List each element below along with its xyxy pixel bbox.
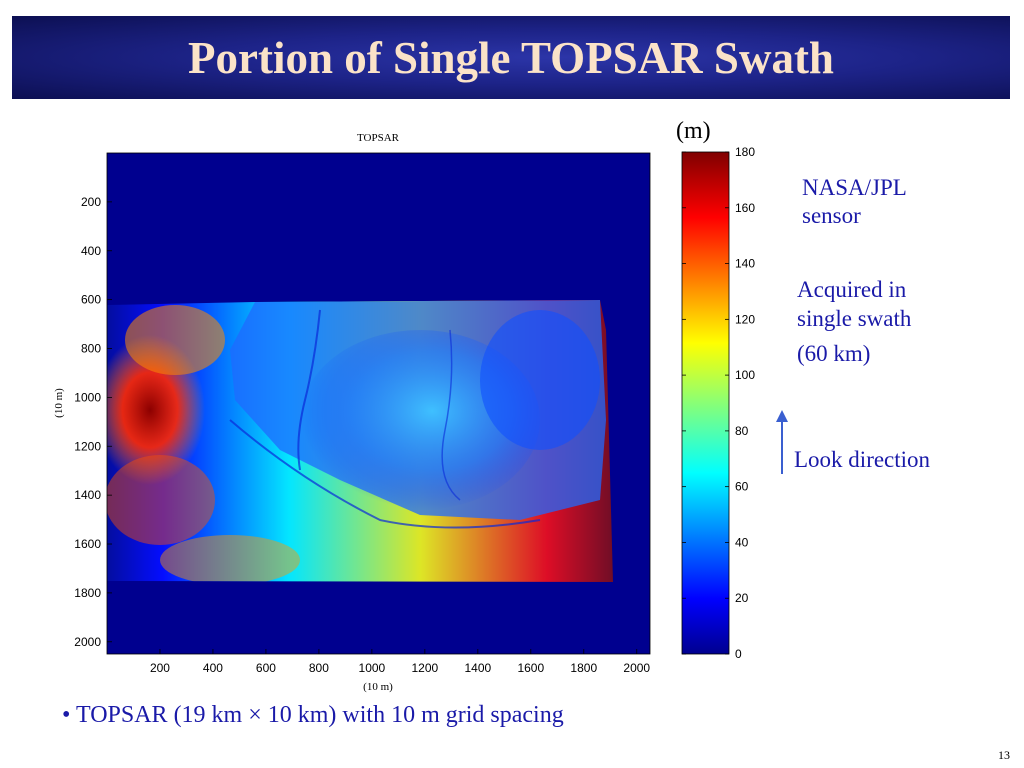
y-tick-label: 600 — [81, 293, 101, 307]
y-axis-label: (10 m) — [53, 388, 65, 418]
chart-title: TOPSAR — [357, 132, 400, 144]
y-tick-label: 1200 — [74, 439, 101, 453]
plot-frame — [106, 152, 651, 655]
colorbar-tick-label: 120 — [735, 312, 755, 326]
colorbar — [681, 151, 730, 655]
note-single-swath: single swath — [797, 306, 912, 331]
x-tick-label: 600 — [256, 661, 276, 675]
y-tick-label: 1600 — [74, 537, 101, 551]
x-tick-label: 1400 — [464, 661, 491, 675]
title-bar: Portion of Single TOPSAR Swath — [12, 16, 1010, 99]
x-tick-label: 1800 — [570, 661, 597, 675]
slide-title: Portion of Single TOPSAR Swath — [188, 32, 834, 83]
colorbar-tick-label: 0 — [735, 647, 742, 661]
y-tick-label: 1000 — [74, 390, 101, 404]
colorbar-tick-label: 80 — [735, 424, 749, 438]
colorbar-tick-label: 60 — [735, 480, 749, 494]
x-tick-label: 1200 — [412, 661, 439, 675]
y-axis: 200 400 600 800 1000 1200 1400 1600 1800 2000 — [74, 195, 112, 649]
y-tick-label: 1400 — [74, 488, 101, 502]
colorbar-ticks: 0 20 40 60 80 100 120 140 160 180 — [682, 145, 755, 661]
colorbar-tick-label: 140 — [735, 257, 755, 271]
bullet-topsar: • TOPSAR (19 km × 10 km) with 10 m grid … — [62, 702, 564, 728]
colorbar-tick-label: 40 — [735, 535, 749, 549]
y-tick-label: 400 — [81, 244, 101, 258]
x-tick-label: 1000 — [359, 661, 386, 675]
look-direction-label: Look direction — [794, 447, 931, 472]
y-tick-label: 200 — [81, 195, 101, 209]
note-nasa-jpl: NASA/JPL — [802, 175, 907, 200]
colorbar-tick-label: 180 — [735, 145, 755, 159]
y-tick-label: 1800 — [74, 586, 101, 600]
arrowhead-icon — [776, 410, 788, 422]
x-tick-label: 400 — [203, 661, 223, 675]
y-tick-label: 2000 — [74, 635, 101, 649]
y-tick-label: 800 — [81, 342, 101, 356]
colorbar-tick-label: 100 — [735, 368, 755, 382]
colorbar-unit-label: (m) — [676, 118, 711, 144]
x-tick-label: 1600 — [517, 661, 544, 675]
x-axis-label: (10 m) — [363, 681, 393, 693]
note-60km: (60 km) — [797, 341, 871, 366]
colorbar-tick-label: 160 — [735, 201, 755, 215]
x-tick-label: 200 — [150, 661, 170, 675]
x-tick-label: 2000 — [623, 661, 650, 675]
x-axis: 200 400 600 800 1000 1200 1400 1600 1800 2000 — [150, 649, 650, 675]
swath-image — [107, 300, 613, 582]
note-acquired-in: Acquired in — [797, 277, 907, 302]
colorbar-tick-label: 20 — [735, 591, 749, 605]
note-sensor: sensor — [802, 203, 861, 228]
x-tick-label: 800 — [309, 661, 329, 675]
page-number: 13 — [998, 748, 1010, 762]
